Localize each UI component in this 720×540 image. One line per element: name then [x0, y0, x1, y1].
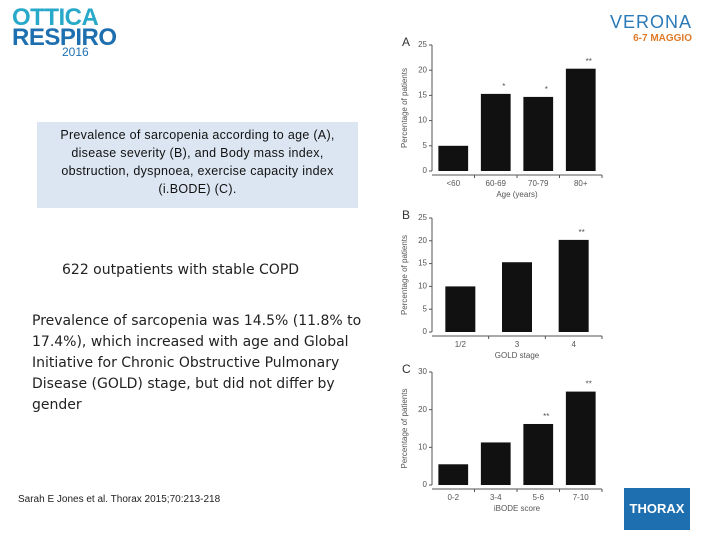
y-tick-label: 0: [423, 166, 428, 175]
population: 622 outpatients with stable COPD: [62, 262, 300, 278]
x-tick-label: 4: [571, 340, 576, 349]
y-tick-label: 0: [423, 480, 428, 489]
significance: *: [545, 85, 548, 94]
significance: **: [586, 380, 592, 389]
x-axis-label: GOLD stage: [495, 351, 540, 360]
panel-label: C: [402, 362, 411, 376]
dates: 6-7 MAGGIO: [633, 33, 692, 44]
x-axis-label: iBODE score: [494, 504, 541, 513]
y-tick-label: 25: [418, 213, 427, 222]
x-tick-label: 70-79: [528, 179, 549, 188]
significance: **: [586, 57, 592, 66]
bar: [480, 442, 511, 485]
y-tick-label: 0: [423, 327, 428, 336]
logo: RESPIRO: [12, 24, 117, 51]
y-axis-label: Percentage of patients: [400, 388, 409, 468]
x-tick-label: 80+: [574, 179, 588, 188]
caption: Prevalence of sarcopenia according to ag…: [37, 122, 358, 208]
y-tick-label: 5: [423, 141, 428, 150]
y-tick-label: 20: [418, 236, 427, 245]
x-axis-label: Age (years): [496, 190, 538, 199]
bar: [480, 93, 511, 171]
bar: [558, 239, 589, 332]
bar: [438, 464, 469, 485]
journal-logo: THORAX: [624, 488, 690, 530]
bar: [523, 423, 554, 485]
bar: [502, 262, 532, 332]
y-tick-label: 15: [418, 91, 427, 100]
logo: OTTICA: [12, 4, 99, 31]
x-tick-label: 5-6: [532, 493, 544, 502]
y-axis-label: Percentage of patients: [400, 235, 409, 315]
bar: [523, 96, 554, 171]
x-tick-label: 7-10: [573, 493, 590, 502]
bar: [565, 391, 596, 485]
x-tick-label: 3-4: [490, 493, 502, 502]
x-tick-label: 0-2: [447, 493, 459, 502]
panel-label: B: [402, 208, 410, 222]
bar: [565, 68, 596, 171]
y-axis-label: Percentage of patients: [400, 68, 409, 148]
significance: *: [502, 82, 505, 91]
panel-label: A: [402, 35, 410, 49]
x-tick-label: <60: [446, 179, 460, 188]
citation: Sarah E Jones et al. Thorax 2015;70:213-…: [18, 494, 221, 505]
y-tick-label: 25: [418, 40, 427, 49]
y-tick-label: 20: [418, 405, 427, 414]
y-tick-label: 30: [418, 367, 427, 376]
y-tick-label: 5: [423, 304, 428, 313]
y-tick-label: 15: [418, 259, 427, 268]
x-tick-label: 1/2: [455, 340, 467, 349]
logo-year: 2016: [62, 45, 89, 59]
significance: **: [543, 412, 549, 421]
y-tick-label: 20: [418, 65, 427, 74]
x-tick-label: 60-69: [486, 179, 507, 188]
bar: [438, 145, 469, 171]
significance: **: [579, 228, 585, 237]
x-tick-label: 3: [515, 340, 520, 349]
y-tick-label: 10: [418, 282, 427, 291]
finding: Prevalence of sarcopenia was 14.5% (11.8…: [32, 313, 362, 413]
y-tick-label: 10: [418, 442, 427, 451]
y-tick-label: 10: [418, 116, 427, 125]
bar: [445, 286, 476, 332]
venue: VERONA: [609, 12, 692, 32]
